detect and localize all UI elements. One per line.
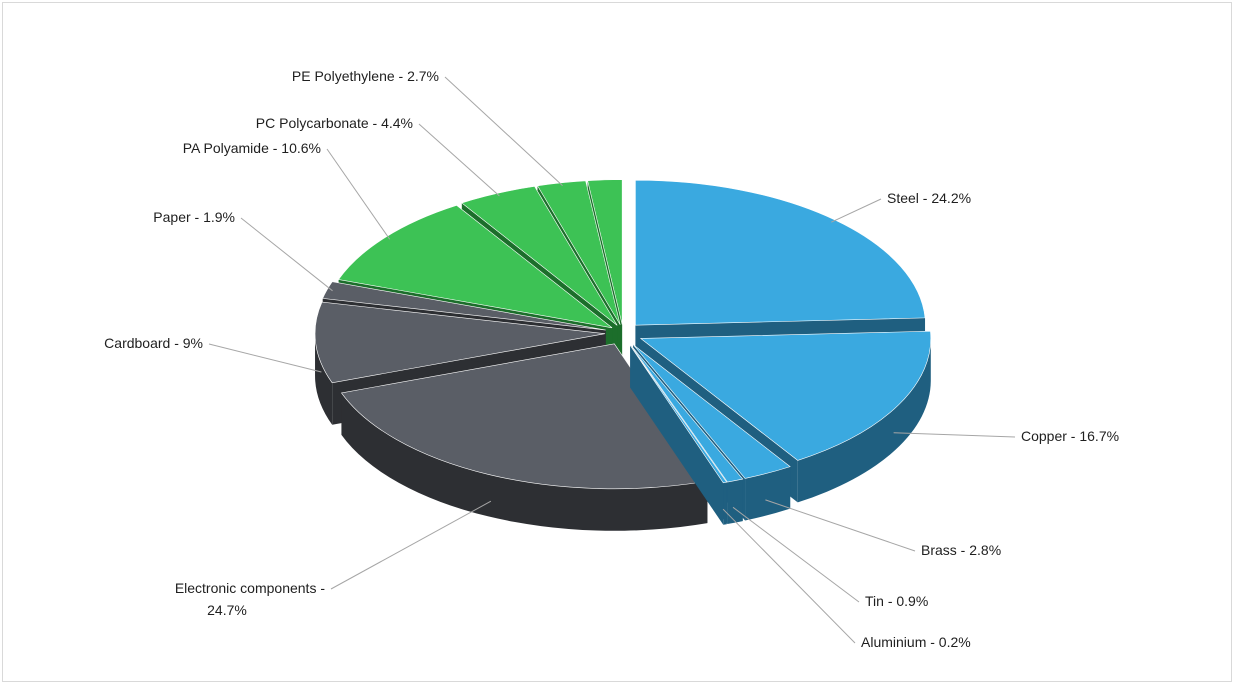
slice-cut-face [630,345,724,525]
slice-label: PC Polycarbonate - 4.4% [256,115,413,131]
leader-line [722,508,856,644]
slice-label: Cardboard - 9% [104,335,203,351]
slice-aluminium [629,345,728,525]
pie-chart: Steel - 24.2% Copper - 16.7% Brass - 2.8% T… [104,68,1119,650]
slice-top [338,205,613,329]
slice-label: Brass - 2.8% [921,542,1001,558]
slice-top [633,344,791,479]
leaders-layer [208,76,1016,644]
slice-side [723,482,727,525]
leader-line [444,76,563,186]
labels-layer: Steel - 24.2% Copper - 16.7% Brass - 2.8% T… [104,68,1119,650]
leader-line [765,499,916,552]
leader-line [732,506,860,603]
slice-side [727,479,743,525]
slice-side [797,338,931,503]
slice-label: PE Polyethylene - 2.7% [292,68,439,84]
slice-label: Steel - 24.2% [887,190,971,206]
slice-label: Paper - 1.9% [153,209,235,225]
slices-layer [314,179,932,531]
leader-line [240,217,333,292]
slice-label: Copper - 16.7% [1021,428,1119,444]
leader-line [330,500,492,590]
slice-label: PA Polyamide - 10.6% [183,140,321,156]
leader-line [326,148,391,240]
slice-top [629,345,728,484]
leader-line [418,123,500,197]
slice-top [630,345,744,483]
slice-label: Aluminium - 0.2% [861,634,971,650]
slice-side [341,392,708,531]
slice-top [537,180,621,325]
slice-top [340,343,708,490]
slice-top [322,281,606,331]
leader-line [831,198,882,223]
slice-top [639,330,932,461]
slice-side [745,466,791,521]
slice-label: Tin - 0.9% [865,593,928,609]
slice-side [315,333,333,425]
slice-top [635,179,926,326]
slice-label: Electronic components -24.7% [175,580,326,618]
leader-line [893,432,1016,438]
leader-line [208,343,322,373]
slice-top [587,179,623,325]
slice-top [314,301,606,384]
